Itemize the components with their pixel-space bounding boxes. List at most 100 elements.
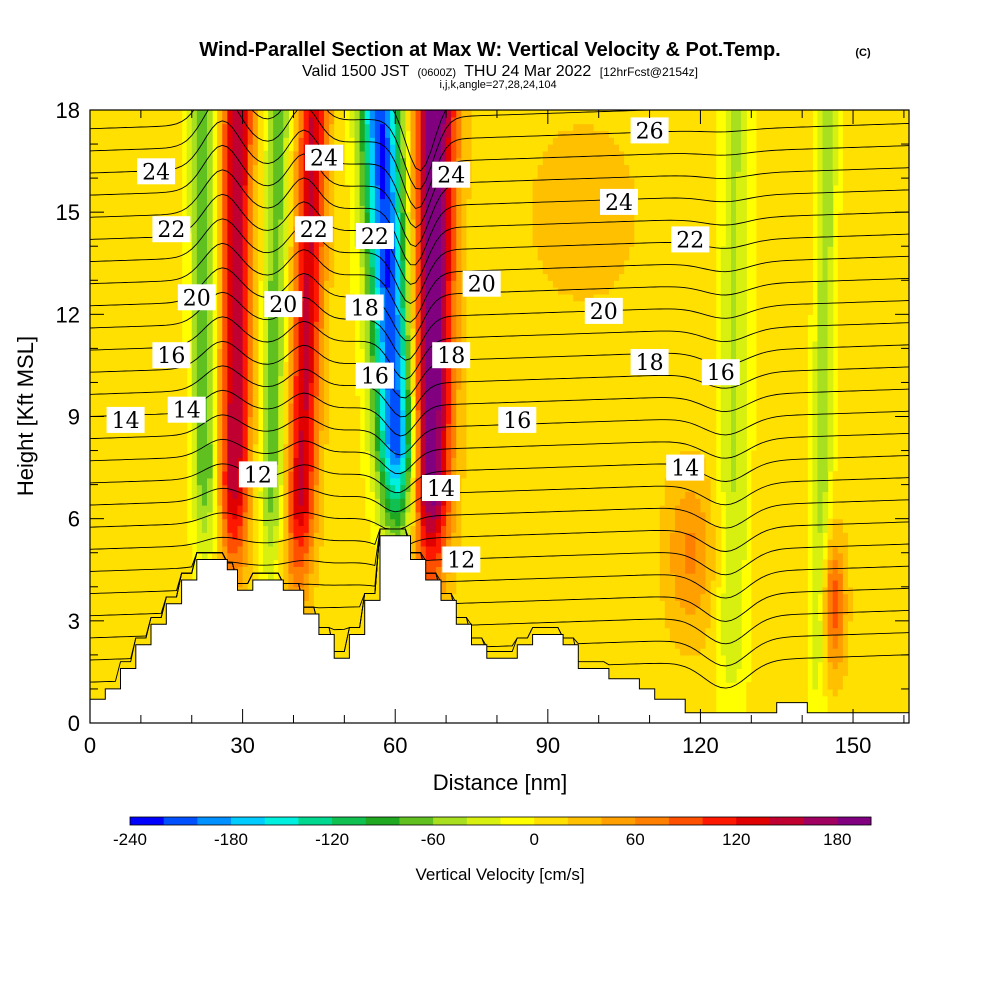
- velocity-cell: [359, 110, 366, 152]
- velocity-cell: [685, 532, 691, 574]
- velocity-cell: [313, 396, 320, 486]
- velocity-cell: [690, 654, 696, 723]
- velocity-cell: [537, 164, 544, 261]
- velocity-cell: [537, 110, 544, 166]
- velocity-cell: [318, 110, 325, 166]
- velocity-cell: [415, 110, 422, 411]
- velocity-cell: [293, 375, 300, 458]
- velocity-cell: [242, 464, 249, 513]
- colorbar-tick-label: 60: [626, 830, 645, 849]
- velocity-cell: [293, 150, 300, 227]
- velocity-cell: [308, 545, 315, 574]
- velocity-cell: [847, 110, 854, 588]
- velocity-cell: [430, 532, 437, 547]
- contour-label: 14: [106, 406, 145, 434]
- velocity-cell: [329, 287, 335, 723]
- velocity-cell: [817, 532, 824, 595]
- contour-label: 20: [584, 297, 623, 325]
- velocity-cell: [283, 443, 289, 622]
- contour-label-text: 14: [173, 399, 201, 424]
- velocity-cell: [293, 457, 300, 520]
- contour-label-bg: [432, 161, 471, 188]
- velocity-cell: [842, 110, 849, 533]
- velocity-cell: [268, 280, 274, 513]
- velocity-cell: [298, 525, 305, 547]
- velocity-cell: [410, 110, 417, 220]
- velocity-cell: [552, 287, 559, 723]
- velocity-cell: [252, 110, 259, 166]
- velocity-cell: [145, 110, 152, 723]
- velocity-cell: [705, 477, 712, 629]
- colorbar-swatch: [601, 817, 636, 825]
- section-params: i,j,k,angle=27,28,24,104: [439, 79, 556, 91]
- velocity-cell: [400, 409, 406, 458]
- colorbar-tick-label: -240: [113, 830, 147, 849]
- velocity-cell: [288, 150, 295, 247]
- velocity-cell: [695, 498, 702, 608]
- x-tick-label: 90: [536, 733, 560, 758]
- velocity-cell: [766, 110, 773, 723]
- velocity-cell: [669, 110, 676, 465]
- velocity-cell: [222, 110, 228, 125]
- velocity-cell: [400, 484, 406, 499]
- velocity-cell: [237, 525, 244, 547]
- velocity-cell: [532, 110, 539, 179]
- velocity-cell: [278, 375, 284, 486]
- velocity-cell: [827, 110, 834, 247]
- velocity-cell: [410, 477, 417, 527]
- velocity-cell: [339, 110, 345, 723]
- velocity-cell: [613, 110, 620, 145]
- velocity-cell: [298, 505, 305, 527]
- contour-label-text: 24: [310, 147, 338, 172]
- velocity-cell: [273, 525, 279, 561]
- theta-contour: [90, 499, 909, 530]
- velocity-cell: [308, 382, 315, 472]
- velocity-cell: [837, 634, 844, 663]
- contour-label-bg: [432, 342, 471, 369]
- velocity-cell: [400, 259, 406, 309]
- contour-label: 14: [167, 396, 206, 424]
- velocity-cell: [466, 110, 473, 200]
- velocity-cell: [751, 450, 757, 723]
- velocity-cell: [313, 484, 320, 533]
- velocity-cell: [730, 110, 737, 493]
- velocity-cell: [832, 518, 839, 547]
- colorbar-swatch: [332, 817, 367, 825]
- velocity-cell: [385, 525, 391, 540]
- colorbar-swatch: [298, 817, 333, 825]
- colorbar-swatch: [264, 817, 299, 825]
- contour-label-text: 22: [157, 218, 185, 243]
- velocity-cell: [451, 116, 457, 281]
- velocity-cell: [847, 620, 854, 723]
- velocity-cell: [446, 573, 452, 608]
- velocity-cell: [802, 110, 808, 723]
- velocity-cell: [257, 110, 264, 281]
- velocity-cell: [201, 532, 208, 567]
- velocity-cell: [303, 552, 310, 574]
- velocity-cell: [237, 566, 244, 588]
- velocity-cell: [242, 110, 249, 186]
- velocity-cell: [405, 110, 412, 132]
- velocity-cell: [837, 212, 844, 520]
- velocity-cell: [675, 600, 681, 649]
- contour-label: 16: [701, 359, 740, 386]
- velocity-cell: [405, 470, 412, 493]
- velocity-cell: [608, 110, 615, 138]
- velocity-cell: [324, 443, 330, 723]
- velocity-cell: [675, 648, 681, 723]
- velocity-cell: [430, 559, 437, 581]
- velocity-cell: [822, 586, 829, 636]
- colorbar-swatch: [163, 817, 198, 825]
- velocity-cell: [547, 144, 554, 281]
- colorbar-tick-label: 0: [529, 830, 538, 849]
- velocity-cell: [201, 505, 208, 533]
- velocity-cell: [690, 532, 696, 574]
- velocity-cell: [710, 525, 717, 581]
- velocity-cell: [578, 110, 585, 125]
- velocity-cell: [425, 545, 432, 561]
- contour-label: 18: [345, 294, 384, 322]
- velocity-cell: [293, 539, 300, 567]
- velocity-cell: [252, 164, 259, 445]
- velocity-cell: [741, 110, 747, 561]
- velocity-cell: [685, 614, 691, 656]
